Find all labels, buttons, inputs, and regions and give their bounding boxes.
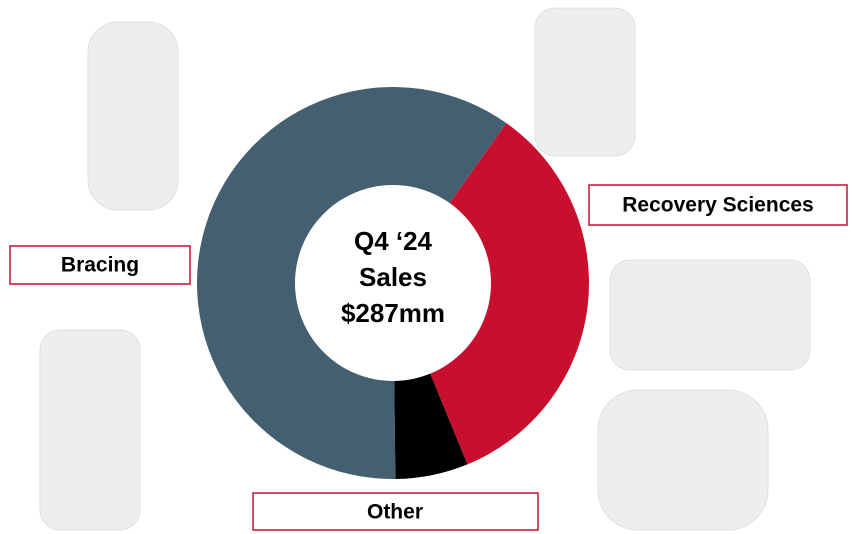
center-text: Q4 ‘24 [354,226,433,256]
category-label: Bracing [61,254,139,277]
chart: Q4 ‘24 Sales $287mm Recovery Sciences Ot… [0,0,852,534]
category-label: Other [367,501,423,524]
category-label: Recovery Sciences [622,194,813,217]
center-text: $287mm [341,298,445,328]
center-text: Sales [359,262,427,292]
